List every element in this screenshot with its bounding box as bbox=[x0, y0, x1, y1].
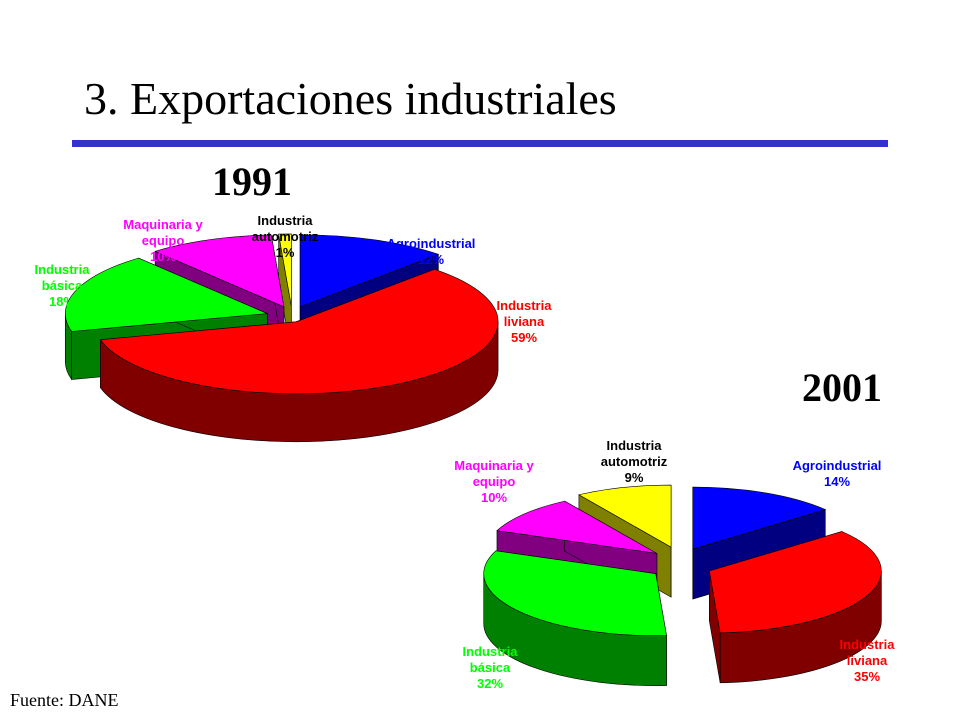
slice-top bbox=[709, 531, 882, 634]
slice-top bbox=[278, 233, 292, 306]
data-label-industria-automotriz: Industria automotriz 9% bbox=[601, 438, 668, 485]
slide-title: 3. Exportaciones industriales bbox=[84, 73, 617, 124]
slice-industria-liviana bbox=[99, 268, 499, 443]
data-label-agroindustrial: Agroindustrial 14% bbox=[793, 458, 882, 489]
slice-top bbox=[299, 234, 440, 308]
source-note: Fuente: DANE bbox=[10, 690, 119, 710]
pie-slices bbox=[483, 484, 882, 686]
slice-industria-liviana bbox=[709, 531, 882, 684]
data-label-maquinaria-y-equipo: Maquinaria y equipo 10% bbox=[454, 458, 534, 505]
data-label-agroindustrial: Agroindustrial 12% bbox=[387, 236, 476, 267]
data-label-maquinaria-y-equipo: Maquinaria y equipo 10% bbox=[123, 217, 203, 264]
slice-top bbox=[692, 486, 827, 550]
slice-top bbox=[483, 550, 667, 636]
slice-top bbox=[65, 257, 268, 332]
title-underline bbox=[72, 140, 888, 147]
slice-top bbox=[496, 500, 658, 554]
data-label-industria-automotriz: Industria automotriz 1% bbox=[252, 213, 319, 260]
chart-1991-title: 1991 bbox=[212, 159, 292, 204]
slice-top bbox=[578, 484, 672, 548]
slice-top bbox=[154, 234, 285, 308]
data-label-industria-liviana: Industria liviana 59% bbox=[497, 298, 553, 345]
chart-2001-title: 2001 bbox=[802, 365, 882, 410]
data-label-industria-liviana: Industria liviana 35% bbox=[840, 637, 896, 684]
slice-industria-basica bbox=[483, 550, 667, 686]
data-label-industria-basica: Industria básica 32% bbox=[463, 644, 519, 691]
pie-labels: Agroindustrial 14% Industria liviana 35% Indu… bbox=[454, 438, 895, 691]
pie-labels: Agroindustrial 12% Industria liviana 59% Indu… bbox=[35, 213, 553, 345]
pie-slices bbox=[64, 233, 499, 443]
slice-top bbox=[99, 268, 499, 395]
data-label-industria-basica: Industria básica 18% bbox=[35, 262, 91, 309]
